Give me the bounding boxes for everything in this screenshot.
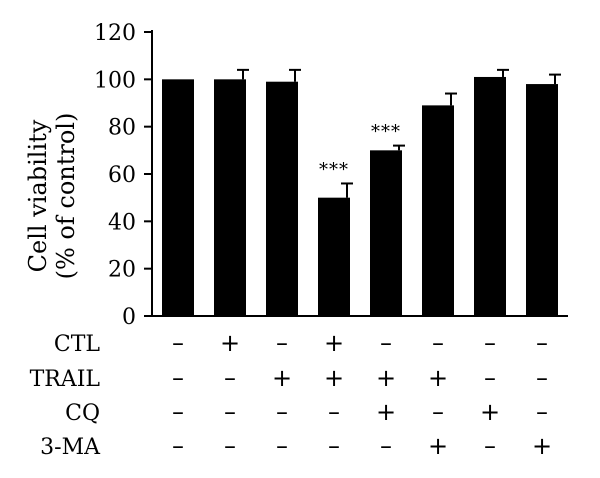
- treatment-mark: +: [324, 364, 344, 392]
- treatment-mark: –: [432, 329, 444, 357]
- treatment-mark: +: [480, 398, 500, 426]
- significance-label: ***: [319, 159, 349, 180]
- treatment-mark: +: [532, 432, 552, 460]
- bar: [266, 81, 298, 316]
- bars: *** ***: [162, 68, 561, 316]
- significance-label: ***: [371, 122, 401, 143]
- bar: [214, 79, 246, 316]
- y-tick-label: 120: [94, 21, 136, 46]
- bar: [526, 84, 558, 316]
- treatment-row-label: CTL: [54, 332, 101, 357]
- y-axis-title-line-2: (% of control): [52, 113, 80, 280]
- treatment-mark: –: [276, 329, 288, 357]
- treatment-mark: –: [432, 398, 444, 426]
- y-tick-label: 80: [108, 116, 136, 141]
- treatment-row-label: CQ: [65, 401, 100, 426]
- treatment-row-label: TRAIL: [30, 367, 101, 392]
- bar: [474, 76, 506, 316]
- treatment-mark: –: [536, 364, 548, 392]
- treatment-mark: –: [224, 398, 236, 426]
- treatment-mark: +: [428, 432, 448, 460]
- y-tick-label: 0: [122, 305, 136, 330]
- treatment-row-label: 3-MA: [40, 435, 101, 460]
- y-tick-label: 20: [108, 258, 136, 283]
- treatment-mark: –: [172, 432, 184, 460]
- treatment-mark: +: [376, 364, 396, 392]
- bar: [422, 105, 454, 316]
- treatment-mark: –: [172, 398, 184, 426]
- bar: [318, 197, 350, 316]
- y-axis-title: Cell viability (% of control): [24, 113, 80, 280]
- treatment-table: CTL – + – + – – – – TRAIL – – + + + + – – CQ – – – – + – + – 3-MA – –…: [30, 329, 552, 460]
- y-ticks: 0 20 40 60 80 100 120: [94, 21, 152, 330]
- y-tick-label: 40: [108, 210, 136, 235]
- treatment-mark: –: [172, 364, 184, 392]
- treatment-mark: –: [484, 329, 496, 357]
- bar: [370, 150, 402, 316]
- treatment-mark: –: [224, 432, 236, 460]
- treatment-mark: +: [376, 398, 396, 426]
- treatment-mark: –: [380, 432, 392, 460]
- y-tick-label: 100: [94, 68, 136, 93]
- treatment-mark: –: [172, 329, 184, 357]
- treatment-mark: –: [380, 329, 392, 357]
- treatment-mark: +: [272, 364, 292, 392]
- treatment-mark: –: [536, 329, 548, 357]
- y-tick-label: 60: [108, 163, 136, 188]
- treatment-mark: –: [484, 432, 496, 460]
- treatment-mark: –: [328, 398, 340, 426]
- treatment-mark: +: [324, 329, 344, 357]
- treatment-mark: –: [224, 364, 236, 392]
- treatment-mark: –: [276, 432, 288, 460]
- treatment-mark: –: [328, 432, 340, 460]
- bar: [162, 79, 194, 316]
- treatment-mark: +: [220, 329, 240, 357]
- treatment-mark: –: [276, 398, 288, 426]
- y-axis-title-line-1: Cell viability: [24, 119, 52, 272]
- treatment-mark: –: [484, 364, 496, 392]
- treatment-mark: +: [428, 364, 448, 392]
- treatment-mark: –: [536, 398, 548, 426]
